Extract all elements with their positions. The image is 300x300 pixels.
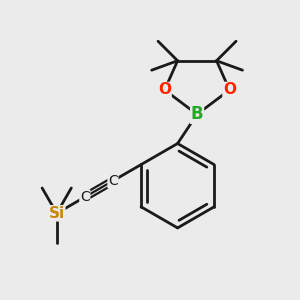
Text: Si: Si bbox=[49, 206, 65, 221]
Text: B: B bbox=[191, 105, 203, 123]
Text: C: C bbox=[108, 174, 118, 188]
Text: C: C bbox=[80, 190, 90, 204]
Text: O: O bbox=[158, 82, 171, 98]
Text: O: O bbox=[223, 82, 236, 98]
